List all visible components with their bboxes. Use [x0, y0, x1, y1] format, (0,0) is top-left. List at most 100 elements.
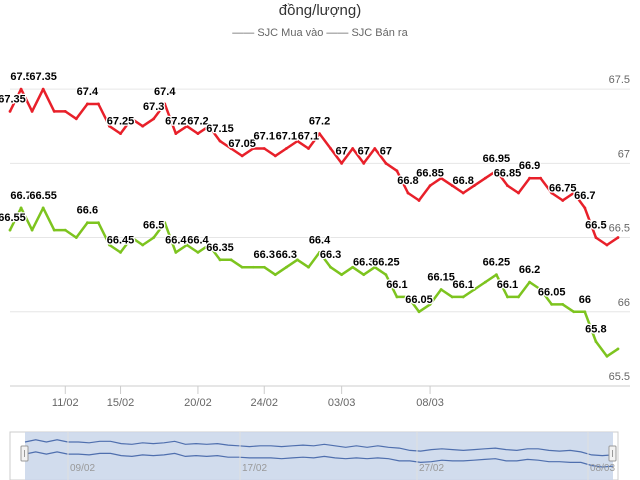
- data-point[interactable]: [262, 265, 266, 269]
- data-point[interactable]: [373, 147, 377, 150]
- data-point[interactable]: [130, 236, 134, 239]
- data-point[interactable]: [8, 109, 12, 113]
- data-point[interactable]: [472, 184, 476, 188]
- navigator-selection[interactable]: [25, 432, 613, 480]
- data-point[interactable]: [229, 258, 233, 262]
- data-point[interactable]: [318, 251, 321, 254]
- data-point[interactable]: [318, 132, 321, 136]
- data-point[interactable]: [284, 147, 288, 150]
- series-line-0[interactable]: [8, 87, 619, 247]
- data-point[interactable]: [163, 102, 167, 106]
- data-point[interactable]: [218, 258, 222, 262]
- data-point[interactable]: [417, 310, 421, 314]
- data-point[interactable]: [97, 102, 100, 106]
- data-point[interactable]: [561, 199, 565, 202]
- data-point[interactable]: [539, 176, 543, 180]
- data-point[interactable]: [307, 147, 310, 150]
- data-point[interactable]: [517, 295, 520, 299]
- data-point[interactable]: [273, 273, 277, 277]
- data-point[interactable]: [196, 132, 200, 136]
- data-point[interactable]: [561, 302, 565, 306]
- data-point[interactable]: [616, 347, 620, 351]
- data-point[interactable]: [362, 161, 366, 165]
- data-point[interactable]: [439, 176, 443, 180]
- data-point[interactable]: [550, 191, 554, 195]
- data-point[interactable]: [85, 221, 89, 225]
- data-point[interactable]: [185, 124, 189, 128]
- data-point[interactable]: [351, 147, 355, 150]
- data-point[interactable]: [185, 243, 189, 247]
- data-point[interactable]: [340, 273, 344, 277]
- data-point[interactable]: [85, 102, 89, 106]
- data-point[interactable]: [240, 154, 244, 158]
- series-line-1[interactable]: [8, 206, 619, 358]
- data-point[interactable]: [207, 243, 211, 247]
- data-point[interactable]: [229, 147, 233, 150]
- data-point[interactable]: [495, 273, 498, 277]
- data-point[interactable]: [296, 139, 299, 143]
- data-point[interactable]: [119, 132, 122, 136]
- data-point[interactable]: [74, 117, 78, 121]
- data-point[interactable]: [384, 273, 388, 277]
- data-point[interactable]: [329, 265, 332, 269]
- data-point[interactable]: [572, 310, 576, 314]
- data-point[interactable]: [506, 184, 509, 188]
- data-point[interactable]: [428, 302, 432, 306]
- data-point[interactable]: [483, 176, 487, 180]
- data-point[interactable]: [373, 265, 377, 269]
- data-point[interactable]: [63, 109, 67, 113]
- data-point[interactable]: [273, 154, 277, 158]
- data-point[interactable]: [52, 228, 56, 232]
- data-point[interactable]: [152, 117, 156, 121]
- data-point[interactable]: [539, 288, 543, 291]
- data-point[interactable]: [19, 206, 23, 210]
- data-point[interactable]: [472, 288, 476, 291]
- data-point[interactable]: [163, 221, 167, 225]
- data-point[interactable]: [174, 251, 178, 254]
- data-point[interactable]: [506, 295, 509, 299]
- data-point[interactable]: [483, 280, 487, 284]
- chart-legend[interactable]: —— SJC Mua vào —— SJC Bán ra: [232, 27, 408, 39]
- data-point[interactable]: [41, 87, 45, 91]
- data-point[interactable]: [495, 169, 498, 173]
- data-point[interactable]: [141, 243, 145, 247]
- data-point[interactable]: [307, 265, 310, 269]
- data-point[interactable]: [406, 295, 410, 299]
- data-point[interactable]: [395, 295, 399, 299]
- data-point[interactable]: [517, 191, 520, 195]
- data-point[interactable]: [616, 236, 620, 239]
- data-point[interactable]: [340, 161, 344, 165]
- data-point[interactable]: [583, 310, 587, 314]
- data-point[interactable]: [384, 161, 388, 165]
- data-point[interactable]: [528, 176, 531, 180]
- data-point[interactable]: [572, 191, 576, 195]
- data-point[interactable]: [240, 265, 244, 269]
- data-point[interactable]: [439, 288, 443, 291]
- data-point[interactable]: [108, 243, 111, 247]
- data-point[interactable]: [594, 236, 598, 239]
- data-point[interactable]: [395, 169, 399, 173]
- data-point[interactable]: [296, 258, 299, 262]
- data-point[interactable]: [41, 206, 45, 210]
- data-point[interactable]: [130, 117, 134, 121]
- data-point[interactable]: [30, 109, 34, 113]
- data-point[interactable]: [329, 147, 332, 150]
- data-point[interactable]: [528, 280, 531, 284]
- data-point[interactable]: [550, 302, 554, 306]
- data-point[interactable]: [417, 199, 421, 202]
- data-point[interactable]: [108, 124, 111, 128]
- data-point[interactable]: [351, 265, 355, 269]
- data-point[interactable]: [461, 191, 465, 195]
- data-point[interactable]: [97, 221, 100, 225]
- data-point[interactable]: [450, 184, 454, 188]
- data-point[interactable]: [605, 354, 609, 358]
- data-point[interactable]: [141, 124, 145, 128]
- data-point[interactable]: [196, 251, 200, 254]
- data-point[interactable]: [19, 87, 23, 91]
- data-point[interactable]: [8, 228, 12, 232]
- data-point[interactable]: [174, 132, 178, 136]
- data-point[interactable]: [251, 265, 255, 269]
- data-point[interactable]: [594, 340, 598, 343]
- data-point[interactable]: [152, 236, 156, 239]
- data-point[interactable]: [218, 139, 222, 143]
